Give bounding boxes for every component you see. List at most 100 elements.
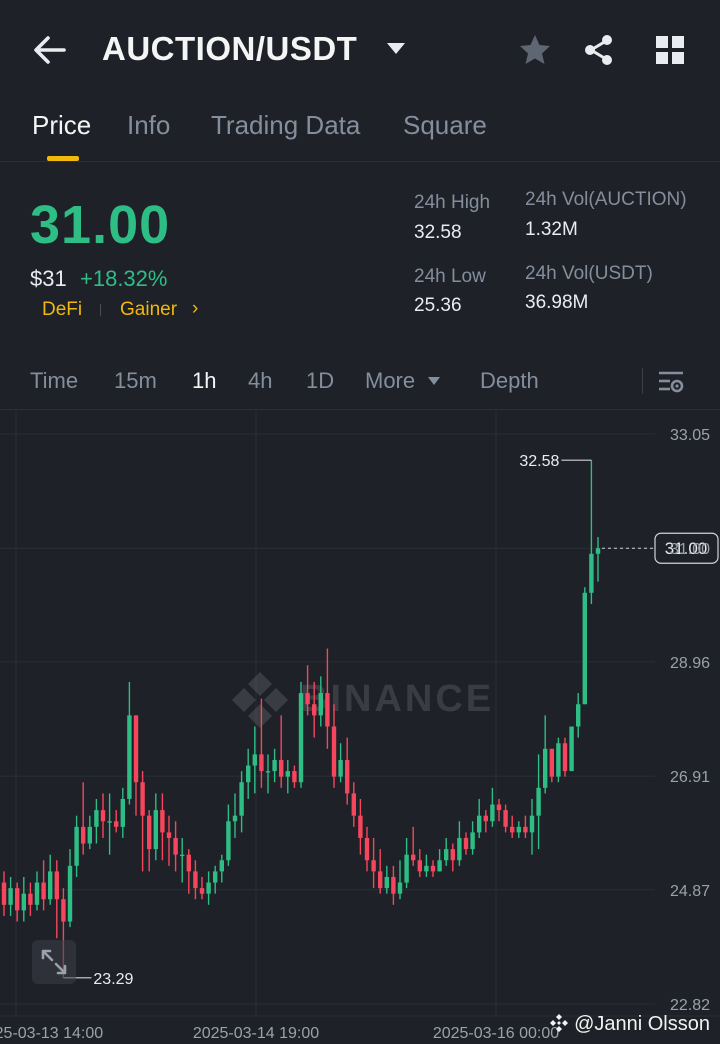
star-icon[interactable] bbox=[518, 33, 552, 67]
candle-body bbox=[589, 553, 594, 593]
interval-time[interactable]: Time bbox=[30, 368, 79, 393]
y-tick-label: 22.82 bbox=[670, 997, 710, 1014]
back-arrow-icon[interactable] bbox=[30, 32, 70, 68]
candle-body bbox=[549, 748, 554, 777]
candle-body bbox=[232, 815, 238, 822]
stat-high-value: 32.58 bbox=[414, 222, 462, 243]
chart-canvas[interactable]: BINANCE 32.58 23.29 31.00 33.05 31.00 28.96 2… bbox=[0, 410, 720, 1044]
tab-price[interactable]: Price bbox=[32, 110, 92, 140]
interval-divider bbox=[642, 368, 643, 394]
candle-body bbox=[279, 759, 284, 777]
interval-1d[interactable]: 1D bbox=[306, 368, 335, 393]
candle-body bbox=[437, 860, 442, 872]
y-tick-label: 26.91 bbox=[670, 769, 710, 786]
candle-body bbox=[424, 865, 429, 872]
candle-body bbox=[153, 810, 158, 850]
max-price-label: 32.58 bbox=[519, 453, 559, 470]
candle-body bbox=[331, 726, 337, 777]
candle-body bbox=[206, 882, 211, 894]
candle-body bbox=[219, 860, 224, 872]
candle-body bbox=[48, 871, 53, 900]
candle-body bbox=[147, 815, 152, 850]
candle-body bbox=[325, 693, 330, 727]
candle-body bbox=[67, 865, 73, 922]
x-tick-label: 2025-03-13 14:00 bbox=[0, 1025, 103, 1042]
candle-body bbox=[450, 849, 455, 861]
grid-icon[interactable] bbox=[654, 34, 686, 66]
stat-vol-quote-value: 36.98M bbox=[525, 292, 589, 313]
candle-body bbox=[457, 837, 462, 861]
tab-trading-data[interactable]: Trading Data bbox=[211, 110, 361, 140]
stat-vol-base-value: 1.32M bbox=[525, 219, 578, 240]
candle-body bbox=[127, 715, 132, 799]
usd-price: $31 bbox=[30, 266, 67, 291]
candle-body bbox=[384, 876, 389, 889]
candle-body bbox=[28, 893, 33, 905]
candle-body bbox=[378, 871, 383, 889]
candle-body bbox=[259, 754, 264, 772]
image-watermark: @Janni Olsson bbox=[549, 1013, 710, 1036]
candle-body bbox=[529, 815, 535, 833]
candle-body bbox=[345, 759, 350, 794]
expand-icon bbox=[41, 949, 67, 975]
tag-gainer[interactable]: Gainer bbox=[120, 299, 178, 320]
candle-body bbox=[404, 854, 409, 883]
caret-down-icon[interactable] bbox=[386, 42, 406, 56]
candle-body bbox=[371, 860, 376, 872]
current-price-label: 31.00 bbox=[665, 539, 708, 558]
interval-more[interactable]: More bbox=[365, 368, 416, 393]
candle-body bbox=[312, 704, 317, 716]
candle-body bbox=[41, 882, 46, 900]
candle-body bbox=[193, 871, 198, 889]
active-tab-indicator bbox=[47, 156, 79, 161]
candle-body bbox=[133, 715, 139, 783]
x-tick-label: 2025-03-14 19:00 bbox=[193, 1025, 319, 1042]
binance-logo-icon bbox=[232, 672, 288, 728]
stat-high-label: 24h High bbox=[414, 192, 491, 213]
expand-chart-button[interactable] bbox=[32, 940, 76, 984]
candle-body bbox=[199, 888, 205, 894]
y-tick-label: 31.00 bbox=[670, 541, 710, 558]
candle-body bbox=[15, 888, 20, 911]
candle-body bbox=[582, 592, 587, 705]
candle-body bbox=[94, 810, 99, 827]
candle-body bbox=[173, 837, 178, 855]
candle-body bbox=[490, 804, 495, 822]
candle-body bbox=[246, 765, 251, 783]
candle-body bbox=[226, 821, 231, 861]
candle-body bbox=[351, 793, 356, 816]
candle-body bbox=[556, 743, 561, 777]
interval-1h[interactable]: 1h bbox=[192, 368, 217, 393]
tab-info[interactable]: Info bbox=[127, 110, 171, 140]
candle-body bbox=[338, 759, 343, 777]
candle-body bbox=[114, 821, 119, 827]
interval-15m[interactable]: 15m bbox=[114, 368, 157, 393]
y-tick-label: 24.87 bbox=[670, 883, 710, 900]
tab-square[interactable]: Square bbox=[403, 110, 487, 140]
candle-body bbox=[397, 882, 403, 894]
interval-4h[interactable]: 4h bbox=[248, 368, 273, 393]
candle-body bbox=[21, 893, 26, 911]
chevron-right-icon[interactable]: › bbox=[192, 298, 199, 319]
candle-body bbox=[265, 771, 271, 773]
chart-settings-icon[interactable] bbox=[656, 368, 686, 396]
candle-body bbox=[81, 826, 86, 844]
pair-title[interactable]: AUCTION/USDT bbox=[102, 30, 358, 67]
candle-body bbox=[160, 810, 165, 833]
price-change-percent: +18.32% bbox=[80, 266, 168, 291]
interval-bar: Time 15m 1h 4h 1D More Depth bbox=[0, 350, 720, 410]
candle-body bbox=[364, 837, 370, 861]
share-icon[interactable] bbox=[582, 33, 616, 67]
tag-defi[interactable]: DeFi bbox=[42, 299, 83, 320]
candle-body bbox=[417, 860, 422, 872]
candle-body bbox=[318, 693, 323, 716]
stat-low-label: 24h Low bbox=[414, 266, 486, 287]
watermark-text: BINANCE bbox=[300, 678, 494, 720]
caret-down-icon[interactable] bbox=[427, 376, 441, 386]
candle-body bbox=[180, 854, 185, 857]
candlestick-chart[interactable]: BINANCE 32.58 23.29 31.00 33.05 31.00 28.96 2… bbox=[0, 410, 720, 1044]
candle-body bbox=[252, 754, 257, 766]
interval-depth[interactable]: Depth bbox=[480, 368, 539, 393]
candle-body bbox=[100, 810, 106, 822]
candle-body bbox=[543, 748, 548, 788]
